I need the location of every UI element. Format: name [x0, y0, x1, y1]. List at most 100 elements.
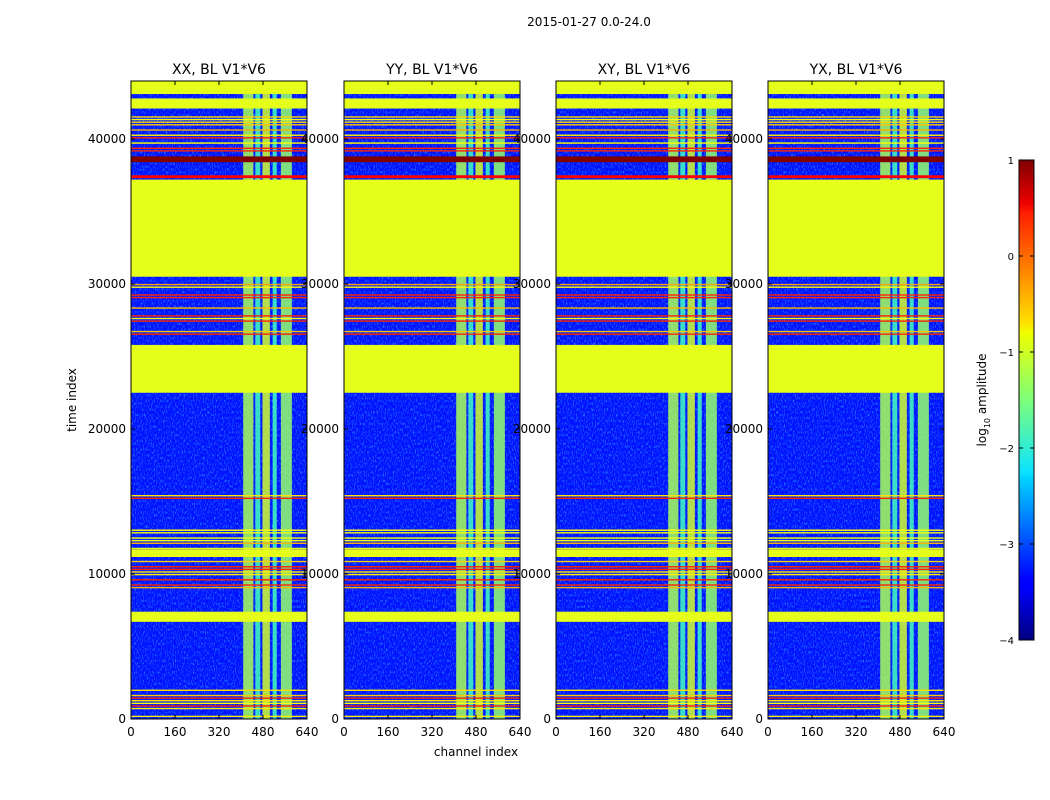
colorbar: 10−1−2−3−4 log10 amplitude — [975, 156, 1035, 647]
y-tick-label: 30000 — [88, 277, 126, 291]
flagged-row-15 — [344, 566, 520, 568]
x-tick-label: 160 — [589, 725, 612, 739]
flagged-row-44 — [556, 116, 732, 118]
flagged-row-4 — [768, 702, 944, 705]
flagged-row-6 — [131, 697, 307, 699]
flagged-row-21 — [768, 539, 944, 542]
x-tick-label: 480 — [465, 725, 488, 739]
flagged-time-block-2 — [344, 344, 520, 393]
flagged-row-12 — [556, 573, 732, 576]
flagged-row-10 — [556, 584, 732, 586]
flagged-row-9 — [768, 586, 944, 589]
rfi-channel-band-5 — [917, 81, 929, 719]
flagged-row-32 — [556, 294, 732, 296]
flagged-row-3 — [344, 705, 520, 707]
flagged-row-16 — [768, 560, 944, 563]
flagged-row-27 — [768, 320, 944, 322]
flagged-row-33 — [344, 286, 520, 288]
flagged-row-24 — [556, 529, 732, 531]
flagged-row-40 — [556, 129, 732, 131]
flagged-row-41 — [344, 124, 520, 126]
flagged-row-6 — [344, 697, 520, 699]
panel-3: XY, BL V1*V6 0 160 320 480 640 0 10000 20000 3000… — [513, 62, 744, 739]
flagged-row-19 — [556, 547, 732, 550]
y-tick-label: 40000 — [301, 132, 339, 146]
flagged-time-block-5 — [768, 611, 944, 622]
y-tick-label: 0 — [543, 712, 551, 726]
flagged-row-21 — [344, 539, 520, 542]
flagged-row-9 — [556, 586, 732, 589]
flagged-row-22 — [768, 537, 944, 539]
y-tick-label: 30000 — [725, 277, 763, 291]
y-tick-label: 30000 — [301, 277, 339, 291]
saturated-time-block-2 — [556, 175, 732, 179]
saturated-time-block-2 — [131, 175, 307, 179]
flagged-row-38 — [131, 137, 307, 139]
flagged-row-21 — [131, 539, 307, 542]
x-axis-label: channel index — [434, 745, 518, 759]
y-tick-label: 0 — [331, 712, 339, 726]
flagged-row-7 — [344, 694, 520, 697]
flagged-row-23 — [556, 532, 732, 534]
flagged-row-7 — [131, 694, 307, 697]
flagged-row-7 — [768, 694, 944, 697]
flagged-time-block-1 — [768, 179, 944, 277]
flagged-row-39 — [344, 134, 520, 136]
flagged-row-46 — [556, 495, 732, 497]
rfi-channel-band-2 — [468, 81, 474, 719]
flagged-row-32 — [131, 294, 307, 296]
flagged-row-33 — [768, 286, 944, 288]
flagged-row-15 — [131, 566, 307, 568]
flagged-row-19 — [131, 547, 307, 550]
flagged-row-11 — [556, 579, 732, 581]
flagged-row-40 — [344, 129, 520, 131]
flagged-row-22 — [344, 537, 520, 539]
flagged-time-block-5 — [344, 611, 520, 622]
flagged-row-19 — [768, 547, 944, 550]
flagged-row-25 — [556, 333, 732, 335]
flagged-row-24 — [768, 529, 944, 531]
flagged-row-23 — [131, 532, 307, 534]
flagged-row-4 — [131, 702, 307, 705]
flagged-row-10 — [768, 584, 944, 586]
flagged-row-14 — [131, 568, 307, 571]
saturated-time-block-1 — [556, 156, 732, 163]
flagged-row-37 — [344, 142, 520, 144]
flagged-row-8 — [344, 689, 520, 691]
flagged-row-19 — [344, 547, 520, 550]
x-tick-label: 640 — [933, 725, 956, 739]
flagged-row-28 — [556, 317, 732, 320]
rfi-channel-band-2 — [680, 81, 686, 719]
colorbar-tick-label: −3 — [999, 540, 1014, 551]
flagged-row-4 — [556, 702, 732, 705]
flagged-row-40 — [768, 129, 944, 131]
flagged-row-45 — [556, 497, 732, 500]
flagged-row-27 — [344, 320, 520, 322]
colorbar-tick-label: −2 — [999, 444, 1014, 455]
flagged-row-13 — [344, 571, 520, 573]
rfi-channel-band-2 — [892, 81, 898, 719]
x-tick-label: 160 — [164, 725, 187, 739]
x-tick-label: 320 — [845, 725, 868, 739]
flagged-row-29 — [556, 315, 732, 317]
flagged-row-15 — [556, 566, 732, 568]
x-tick-label: 320 — [633, 725, 656, 739]
flagged-row-20 — [344, 542, 520, 544]
flagged-row-26 — [768, 330, 944, 333]
flagged-row-43 — [556, 118, 732, 121]
x-tick-label: 640 — [721, 725, 744, 739]
x-tick-label: 480 — [252, 725, 275, 739]
flagged-row-27 — [131, 320, 307, 322]
flagged-row-9 — [131, 586, 307, 589]
flagged-time-block-2 — [768, 344, 944, 393]
panel-title: YY, BL V1*V6 — [385, 62, 478, 78]
flagged-row-26 — [131, 330, 307, 333]
y-tick-label: 10000 — [301, 567, 339, 581]
flagged-row-45 — [131, 497, 307, 500]
flagged-row-15 — [768, 566, 944, 568]
flagged-row-12 — [131, 573, 307, 576]
flagged-row-34 — [131, 283, 307, 286]
flagged-time-block-3 — [768, 98, 944, 109]
panel-2: YY, BL V1*V6 0 160 320 480 640 0 10000 20000 3000… — [301, 62, 532, 739]
y-tick-label: 30000 — [513, 277, 551, 291]
